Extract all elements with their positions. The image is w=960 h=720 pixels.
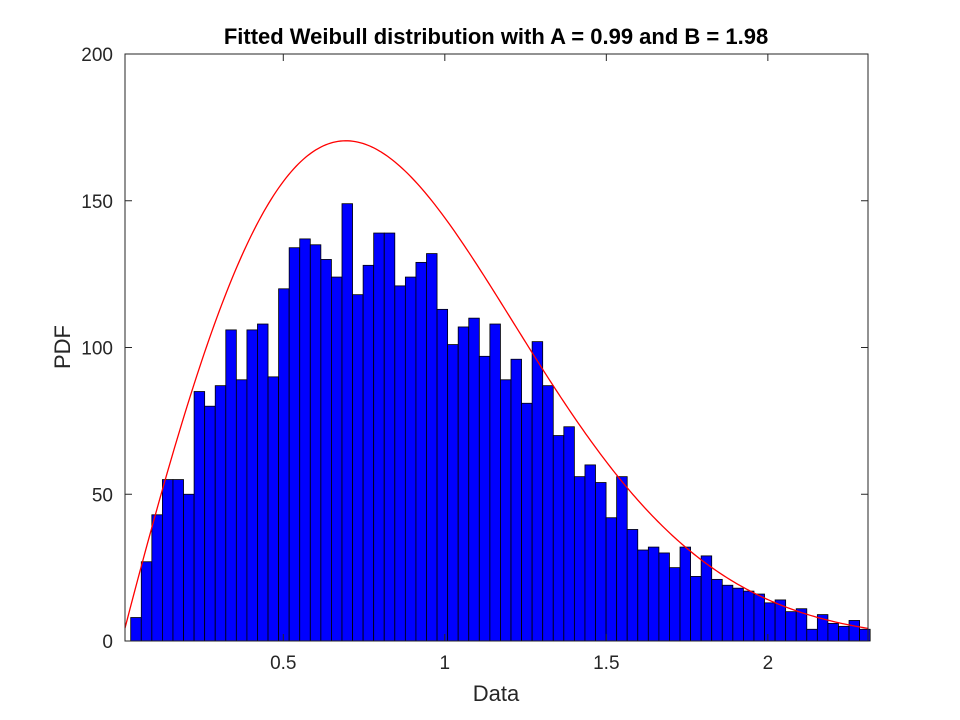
- histogram-bar: [162, 479, 174, 642]
- histogram-bar: [214, 385, 227, 642]
- histogram-bar: [764, 602, 776, 642]
- histogram-bar: [331, 276, 343, 642]
- histogram-bar: [299, 238, 311, 642]
- histogram-bar: [669, 567, 681, 642]
- histogram-bar: [278, 288, 290, 642]
- histogram-bar: [288, 247, 301, 642]
- histogram-bar: [647, 546, 660, 642]
- histogram-bar: [436, 308, 449, 642]
- histogram-bar: [848, 620, 860, 642]
- histogram-bar: [626, 529, 639, 642]
- histogram-bar: [595, 482, 607, 642]
- histogram-bar: [352, 294, 364, 642]
- axis-tick-labels: 0.5 1 1.5 2 0 50 100 150 200: [81, 45, 773, 674]
- histogram-bar: [658, 552, 670, 642]
- histogram-bar: [267, 376, 280, 642]
- histogram-bar: [806, 628, 818, 642]
- histogram-bar: [732, 587, 744, 642]
- y-tick-label: 150: [81, 192, 113, 213]
- histogram-bar: [447, 344, 459, 642]
- histogram-bar: [838, 625, 850, 642]
- histogram-bar: [193, 391, 206, 642]
- histogram-bar: [204, 405, 216, 642]
- histogram-bar: [552, 435, 565, 642]
- histogram-bar: [616, 476, 628, 642]
- histogram-bar: [426, 253, 438, 642]
- histogram-bar: [859, 628, 871, 642]
- histogram-bar: [679, 546, 691, 642]
- histogram-bar: [341, 203, 353, 642]
- histogram-bar: [700, 555, 713, 642]
- histogram-bar: [510, 358, 522, 642]
- histogram-bar: [711, 578, 723, 642]
- histogram-bar: [404, 276, 417, 642]
- histogram-bar: [130, 617, 142, 642]
- histogram-bar: [309, 244, 322, 642]
- x-tick-label: 2: [763, 653, 774, 674]
- histogram-bar: [394, 285, 406, 642]
- histogram-bar: [637, 549, 649, 642]
- histogram-bar: [151, 514, 163, 642]
- y-tick-label: 200: [81, 45, 113, 66]
- histogram-bar: [183, 493, 195, 642]
- histogram-bar: [457, 326, 470, 642]
- histogram-bar: [827, 622, 839, 642]
- histogram-bar: [373, 232, 385, 642]
- histogram-bar: [415, 261, 427, 642]
- histogram-bar: [489, 323, 501, 642]
- histogram-bar: [257, 323, 269, 642]
- axis-ticks: [125, 53, 868, 642]
- chart-title: Fitted Weibull distribution with A = 0.9…: [224, 24, 768, 49]
- histogram-bar: [500, 379, 512, 642]
- x-tick-label: 1.5: [593, 653, 619, 674]
- y-tick-label: 50: [92, 485, 113, 506]
- histogram-bar: [235, 379, 248, 642]
- histogram-bar: [743, 590, 755, 642]
- y-tick-label: 0: [102, 632, 113, 653]
- weibull-fit-line: [124, 140, 869, 630]
- histogram-bar: [468, 317, 480, 642]
- histogram-bar: [573, 476, 586, 642]
- histogram-bar: [478, 355, 491, 642]
- x-tick-label: 1: [440, 653, 451, 674]
- histogram-bar: [140, 561, 153, 642]
- histogram-bar: [785, 611, 797, 642]
- y-tick-label: 100: [81, 339, 113, 360]
- histogram-bar: [225, 329, 237, 642]
- histogram-bar: [531, 341, 544, 642]
- histogram-bar: [521, 402, 533, 642]
- histogram-bar: [320, 259, 332, 642]
- histogram-bar: [690, 576, 702, 642]
- x-axis-label: Data: [473, 681, 520, 706]
- histogram-bar: [383, 232, 396, 642]
- x-tick-label: 0.5: [270, 653, 296, 674]
- histogram-bar: [246, 329, 258, 642]
- histogram-bar: [172, 479, 184, 642]
- histogram-bar: [542, 385, 554, 642]
- histogram-bar: [753, 593, 765, 642]
- histogram-bar: [362, 264, 375, 642]
- histogram-bar: [584, 464, 596, 642]
- histogram-bar: [563, 426, 575, 642]
- histogram-bar: [605, 517, 618, 642]
- histogram-bar: [721, 584, 734, 642]
- y-axis-label: PDF: [50, 325, 75, 369]
